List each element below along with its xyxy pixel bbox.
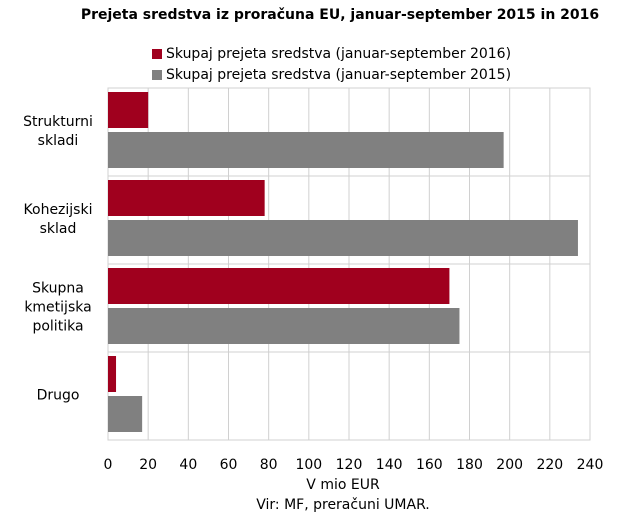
x-tick-label: 0 bbox=[104, 457, 113, 473]
plot-border bbox=[107, 87, 591, 441]
x-tick-label: 200 bbox=[496, 457, 523, 473]
x-tick-label: 100 bbox=[295, 457, 322, 473]
x-tick-label: 240 bbox=[577, 457, 604, 473]
bar bbox=[108, 356, 117, 392]
bar bbox=[108, 132, 504, 168]
chart-title: Prejeta sredstva iz proračuna EU, januar… bbox=[80, 7, 600, 23]
x-axis-label: V mio EUR bbox=[306, 477, 380, 493]
y-tick-label: Kohezijski sklad bbox=[23, 202, 93, 237]
x-tick-label: 140 bbox=[376, 457, 403, 473]
bar bbox=[108, 308, 460, 344]
bar bbox=[108, 268, 450, 304]
x-tick-label: 180 bbox=[456, 457, 483, 473]
legend-label: Skupaj prejeta sredstva (januar-septembe… bbox=[166, 67, 511, 83]
y-tick-label: Strukturni skladi bbox=[23, 114, 93, 149]
bar bbox=[108, 220, 578, 256]
bar bbox=[108, 180, 265, 216]
x-tick-label: 120 bbox=[336, 457, 363, 473]
x-tick-label: 60 bbox=[220, 457, 238, 473]
legend-swatch bbox=[152, 70, 162, 80]
y-tick-label: Drugo bbox=[36, 387, 80, 404]
bar bbox=[108, 92, 149, 128]
source: Vir: MF, preračuni UMAR. bbox=[256, 497, 430, 513]
x-tick-label: 220 bbox=[536, 457, 563, 473]
bar bbox=[108, 396, 143, 432]
x-tick-label: 40 bbox=[179, 457, 197, 473]
y-tick-label: Skupna kmetijska politika bbox=[24, 280, 92, 335]
x-tick-label: 20 bbox=[139, 457, 157, 473]
legend-label: Skupaj prejeta sredstva (januar-septembe… bbox=[166, 46, 511, 62]
x-tick-label: 80 bbox=[260, 457, 278, 473]
x-tick-label: 160 bbox=[416, 457, 443, 473]
legend-swatch bbox=[152, 49, 162, 59]
